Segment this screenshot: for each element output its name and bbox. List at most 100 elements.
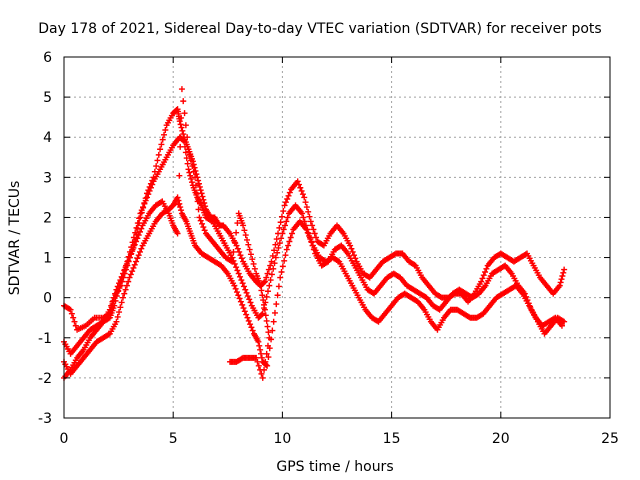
x-tick-label: 20 [492, 431, 510, 447]
data-point-marker [238, 277, 244, 283]
data-point-marker [125, 279, 131, 285]
data-point-marker [129, 268, 135, 274]
data-point-marker [306, 214, 312, 220]
data-point-marker [128, 271, 134, 277]
data-point-marker [154, 157, 160, 163]
data-point-marker [300, 214, 306, 220]
data-point-marker [266, 267, 272, 273]
data-point-marker [244, 315, 250, 321]
data-point-marker [242, 308, 248, 314]
data-point-marker [264, 318, 270, 324]
tick-labels: 0 5 10 15 20 25 -3 -2 -1 0 1 2 3 4 5 6 [38, 50, 619, 447]
data-point-marker [280, 208, 286, 214]
data-point-marker [247, 247, 253, 253]
data-point-marker [119, 299, 125, 305]
data-point-marker [156, 152, 162, 158]
data-point-marker [305, 209, 311, 215]
y-tick-label: 1 [43, 251, 52, 267]
data-point-marker [115, 314, 121, 320]
data-point-marker [71, 319, 77, 325]
data-point-marker [482, 269, 488, 275]
data-point-marker [182, 110, 188, 116]
data-point-marker [243, 312, 249, 318]
y-tick-label: 0 [43, 291, 52, 307]
data-point-marker [162, 127, 168, 133]
series-track-a [61, 106, 567, 333]
data-point-marker [269, 271, 275, 277]
data-point-marker [283, 199, 289, 205]
data-point-marker [241, 305, 247, 311]
data-point-marker [561, 267, 567, 273]
y-tick-label: -3 [38, 411, 52, 427]
data-point-marker [278, 235, 284, 241]
data-point-marker [244, 290, 250, 296]
data-point-marker [185, 166, 191, 172]
data-point-marker [258, 287, 264, 293]
y-tick-label: 5 [43, 90, 52, 106]
data-point-marker [239, 302, 245, 308]
data-point-marker [303, 199, 309, 205]
data-point-marker [299, 188, 305, 194]
data-point-marker [120, 295, 126, 301]
x-tick-label: 5 [169, 431, 178, 447]
data-point-marker [161, 132, 167, 138]
data-point-marker [265, 324, 271, 330]
data-point-marker [180, 98, 186, 104]
data-point-marker [196, 214, 202, 220]
data-point-marker [233, 286, 239, 292]
data-point-marker [233, 230, 239, 236]
data-point-marker [138, 226, 144, 232]
data-point-marker [285, 243, 291, 249]
data-point-marker [243, 232, 249, 238]
data-point-marker [351, 252, 357, 258]
data-point-marker [186, 170, 192, 176]
data-point-marker [144, 194, 150, 200]
data-point-marker [234, 267, 240, 273]
data-point-marker [256, 363, 262, 369]
data-point-marker [257, 367, 263, 373]
data-point-marker [245, 242, 251, 248]
data-point-marker [258, 351, 264, 357]
data-point-marker [124, 283, 130, 289]
data-point-marker [176, 173, 182, 179]
data-point-marker [310, 226, 316, 232]
y-tick-label: -2 [38, 371, 52, 387]
data-point-marker [70, 315, 76, 321]
data-point-marker [288, 235, 294, 241]
data-point-marker [141, 201, 147, 207]
data-point-marker [133, 259, 139, 265]
data-point-marker [140, 204, 146, 210]
data-point-marker [277, 275, 283, 281]
y-tick-label: -1 [38, 331, 52, 347]
data-point-marker [123, 287, 129, 293]
data-point-marker [301, 194, 307, 200]
data-point-marker [237, 295, 243, 301]
data-point-marker [285, 214, 291, 220]
data-point-marker [284, 247, 290, 253]
data-point-marker [137, 249, 143, 255]
data-point-marker [559, 276, 565, 282]
data-point-marker [138, 246, 144, 252]
data-point-marker [270, 266, 276, 272]
data-point-marker [198, 187, 204, 193]
data-point-marker [559, 273, 565, 279]
data-point-marker [179, 86, 185, 92]
data-point-marker [282, 252, 288, 258]
data-point-marker [479, 275, 485, 281]
data-point-marker [286, 239, 292, 245]
data-point-marker [246, 318, 252, 324]
data-point-marker [560, 270, 566, 276]
data-point-marker [158, 141, 164, 147]
data-point-marker [286, 193, 292, 199]
y-axis-label: SDTVAR / TECUs [7, 181, 23, 296]
data-point-marker [271, 319, 277, 325]
data-point-marker [278, 219, 284, 225]
data-point-marker [248, 324, 254, 330]
data-point-marker [274, 236, 280, 242]
data-point-marker [304, 204, 310, 210]
data-point-marker [282, 222, 288, 228]
data-point-marker [247, 321, 253, 327]
sdtvar-chart: 0 5 10 15 20 25-3-2-10123456 Day 178 of 2021,… [0, 0, 640, 480]
data-point-marker [246, 296, 252, 302]
data-point-marker [241, 283, 247, 289]
